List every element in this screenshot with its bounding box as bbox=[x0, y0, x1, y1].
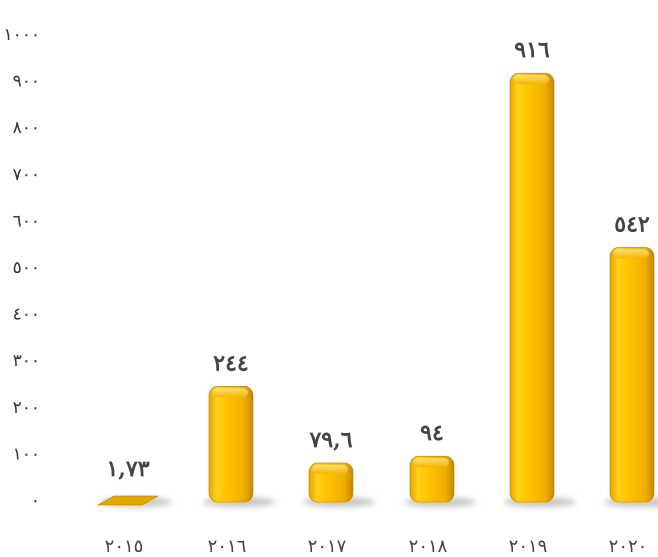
y-tick-label: ٤٠٠ bbox=[13, 305, 40, 325]
y-tick-label: ٩٠٠ bbox=[13, 72, 40, 92]
bar bbox=[308, 462, 354, 503]
x-tick-label: ٢٠٢٠ bbox=[609, 536, 648, 557]
y-tick-label: ٦٠٠ bbox=[13, 211, 40, 231]
bar-body bbox=[208, 385, 254, 503]
y-tick-label: ٨٠٠ bbox=[13, 118, 40, 138]
y-tick-label: ٣٠٠ bbox=[13, 351, 40, 371]
bar-highlight bbox=[413, 458, 449, 468]
x-axis: ٢٠١٥ ٢٠١٦ ٢٠١٧ ٢٠١٨ ٢٠١٩ ٢٠٢٠ bbox=[105, 536, 648, 557]
y-tick-label: ٧٠٠ bbox=[13, 165, 40, 185]
data-label: ٩٤ bbox=[420, 420, 444, 446]
bar-body bbox=[609, 247, 655, 503]
y-tick-label: ٠ bbox=[31, 491, 40, 511]
bar-body bbox=[409, 455, 455, 503]
bar-body bbox=[509, 72, 555, 503]
bars bbox=[96, 72, 655, 506]
bar-highlight bbox=[513, 75, 549, 85]
bar bbox=[96, 495, 160, 506]
bar bbox=[409, 455, 455, 503]
y-tick-label: ١٠٠ bbox=[13, 444, 40, 464]
x-tick-label: ٢٠١٩ bbox=[509, 536, 548, 557]
x-tick-label: ٢٠١٥ bbox=[105, 536, 144, 557]
x-tick-label: ٢٠١٦ bbox=[208, 536, 247, 557]
bar-highlight bbox=[312, 464, 348, 474]
bar bbox=[609, 247, 655, 503]
data-label: ٢٤٤ bbox=[213, 350, 248, 376]
data-label: ٩١٦ bbox=[514, 37, 550, 63]
data-labels: ١,٧٣ ٢٤٤ ٧٩,٦ ٩٤ ٩١٦ ٥٤٢ bbox=[106, 37, 650, 482]
x-tick-label: ٢٠١٨ bbox=[409, 536, 448, 557]
bar-highlight bbox=[212, 388, 248, 398]
data-label: ٥٤٢ bbox=[614, 211, 650, 237]
y-tick-label: ١٠٠٠ bbox=[3, 25, 40, 45]
data-label: ٧٩,٦ bbox=[308, 427, 352, 453]
data-label: ١,٧٣ bbox=[106, 456, 149, 482]
x-tick-label: ٢٠١٧ bbox=[308, 536, 347, 557]
bar bbox=[208, 385, 254, 503]
bar-highlight bbox=[613, 249, 649, 259]
y-axis: ٠ ١٠٠ ٢٠٠ ٣٠٠ ٤٠٠ ٥٠٠ ٦٠٠ ٧٠٠ ٨٠٠ ٩٠٠ ١٠٠٠ bbox=[3, 25, 40, 511]
bar-shadows bbox=[100, 497, 658, 507]
y-tick-label: ٢٠٠ bbox=[13, 398, 40, 418]
y-tick-label: ٥٠٠ bbox=[13, 258, 40, 278]
bar bbox=[509, 72, 555, 503]
